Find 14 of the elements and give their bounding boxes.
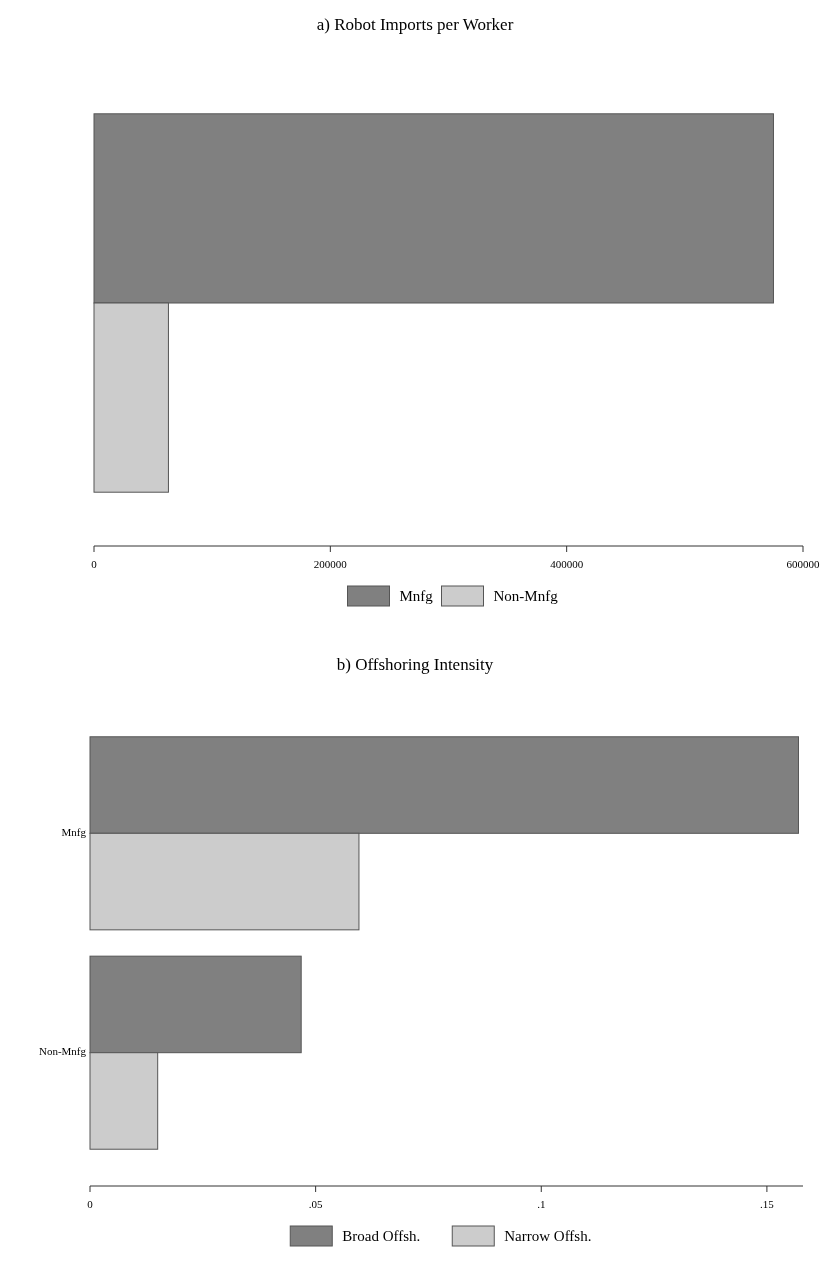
legend-label: Narrow Offsh.: [504, 1228, 592, 1244]
chart-title: b) Offshoring Intensity: [336, 655, 494, 674]
x-tick-label: 0: [87, 1198, 94, 1210]
legend-label: Non-Mnfg: [493, 588, 559, 604]
x-tick-label: 400000: [550, 558, 584, 570]
legend-label: Broad Offsh.: [342, 1228, 421, 1244]
chart-title: a) Robot Imports per Worker: [316, 15, 514, 34]
x-tick-label: 0: [91, 558, 98, 570]
legend-label: Mnfg: [399, 588, 434, 604]
x-tick-label: .1: [537, 1198, 546, 1210]
x-tick-label: 600000: [786, 558, 820, 570]
x-tick-label: 200000: [313, 558, 348, 570]
x-tick-label: .15: [760, 1198, 775, 1210]
x-tick-label: .05: [308, 1198, 324, 1210]
